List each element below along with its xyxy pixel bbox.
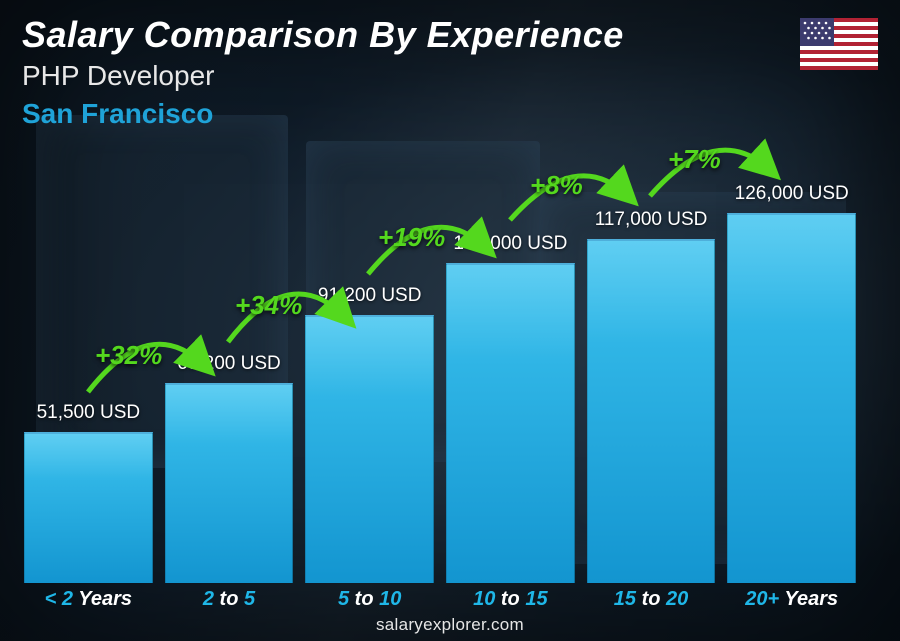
x-tick: 5 to 10 <box>305 588 434 611</box>
bar <box>24 432 153 583</box>
us-flag-icon <box>800 18 878 70</box>
bar-column: 68,200 USD <box>165 353 294 583</box>
bar <box>587 239 716 583</box>
x-axis: < 2 Years 2 to 5 5 to 10 10 to 15 15 to 20 20… <box>24 588 856 611</box>
bar <box>446 263 575 583</box>
bar-value-label: 117,000 USD <box>595 209 708 231</box>
bar <box>305 315 434 583</box>
page-title: Salary Comparison By Experience <box>22 14 878 56</box>
bar-column: 117,000 USD <box>587 209 716 583</box>
increase-percent-label: +8% <box>530 170 583 201</box>
increase-percent-label: +19% <box>378 222 445 253</box>
bar <box>727 213 856 583</box>
location: San Francisco <box>22 98 878 130</box>
footer-attribution: salaryexplorer.com <box>0 615 900 635</box>
increase-percent-label: +7% <box>668 144 721 175</box>
x-tick: 20+ Years <box>727 588 856 611</box>
x-tick: 2 to 5 <box>165 588 294 611</box>
bar-value-label: 68,200 USD <box>177 353 281 375</box>
bar-column: 51,500 USD <box>24 402 153 583</box>
x-tick: 10 to 15 <box>446 588 575 611</box>
bar-value-label: 51,500 USD <box>37 402 141 424</box>
bar-value-label: 91,200 USD <box>318 285 422 307</box>
x-tick: < 2 Years <box>24 588 153 611</box>
header: Salary Comparison By Experience PHP Deve… <box>22 14 878 130</box>
bar-column: 109,000 USD <box>446 233 575 583</box>
increase-percent-label: +32% <box>95 340 162 371</box>
subtitle: PHP Developer <box>22 60 878 92</box>
bar-column: 126,000 USD <box>727 183 856 583</box>
increase-percent-label: +34% <box>235 290 302 321</box>
bar-column: 91,200 USD <box>305 285 434 583</box>
x-tick: 15 to 20 <box>587 588 716 611</box>
bar-value-label: 126,000 USD <box>735 183 849 205</box>
bar <box>165 383 294 583</box>
bar-value-label: 109,000 USD <box>453 233 567 255</box>
